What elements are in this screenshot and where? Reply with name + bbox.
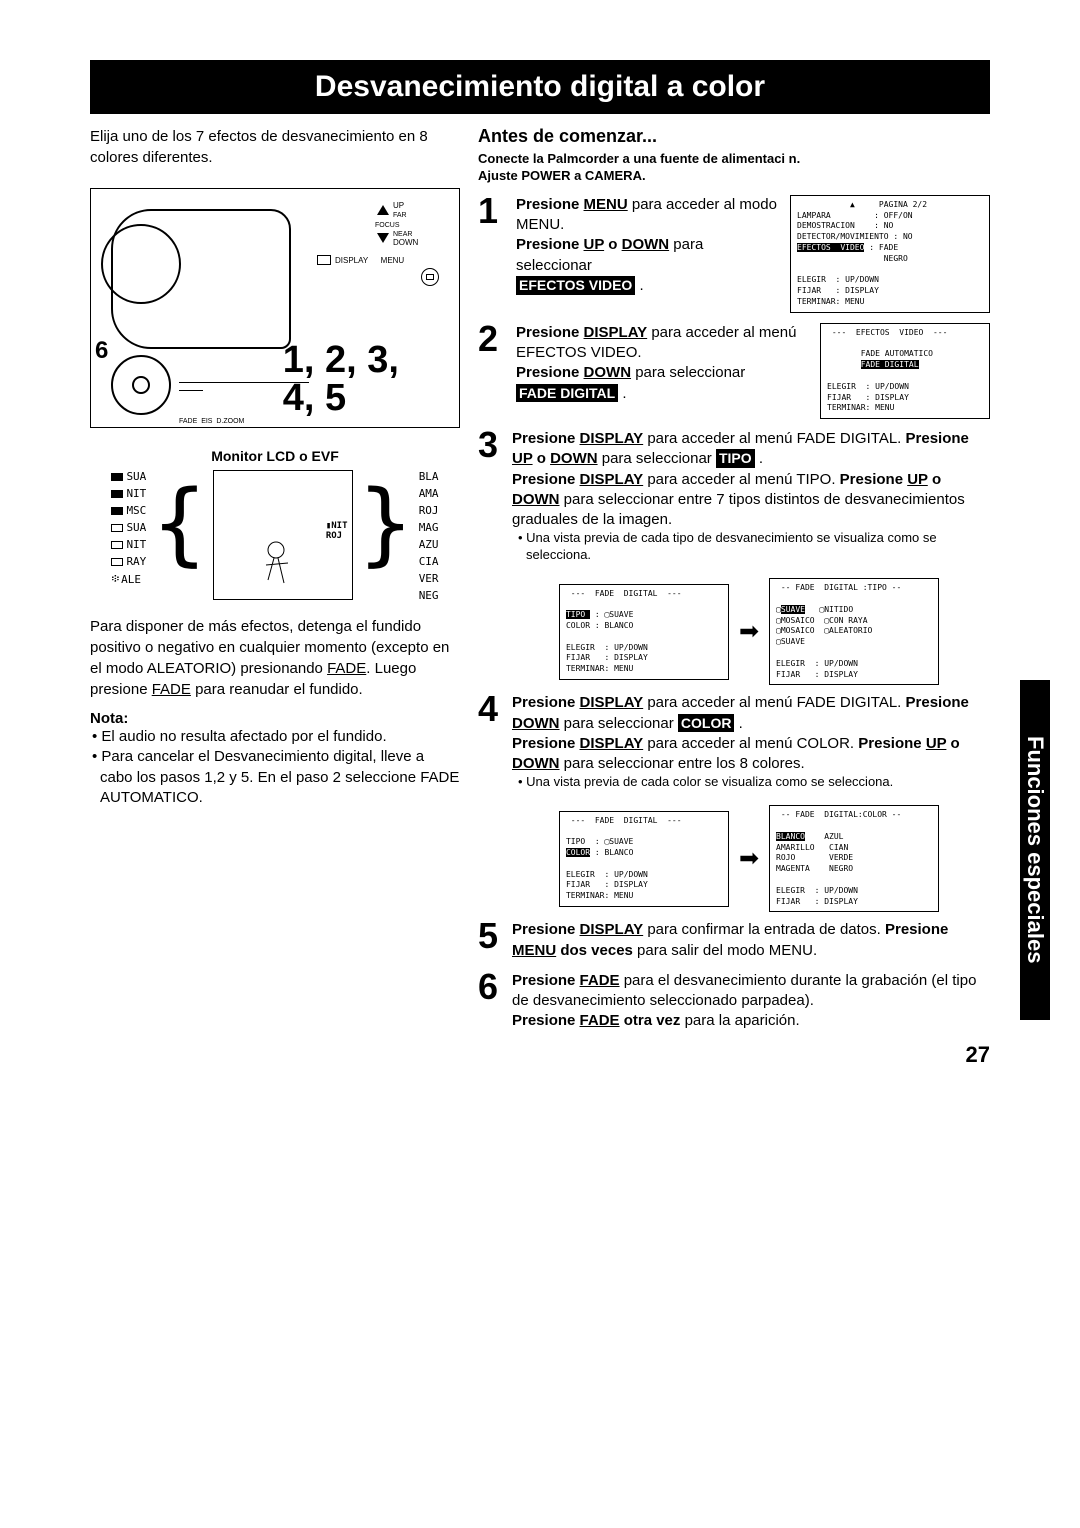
antes-line1: Conecte la Palmcorder a una fuente de al… (478, 151, 990, 168)
section-tab: Funciones especiales (1020, 680, 1050, 1020)
down-label: DOWN (393, 238, 418, 247)
step-3-body: Presione DISPLAY para acceder al menú FA… (512, 429, 990, 568)
lcd-diagram: SUA NIT MSC SUA NIT RAY ፨ALE { ▮NITROJ }… (90, 470, 460, 602)
step-6-pointer: 6 (95, 337, 108, 365)
step-1-num: 1 (478, 195, 504, 227)
step-3-num: 3 (478, 429, 504, 461)
step-6-body: Presione FADE para el desvanecimiento du… (512, 971, 990, 1032)
step-5-body: Presione DISPLAY para confirmar la entra… (512, 920, 990, 961)
monitor-label: Monitor LCD o EVF (90, 448, 460, 464)
step-4-body: Presione DISPLAY para acceder al menú FA… (512, 693, 990, 795)
up-label: UP (393, 201, 404, 210)
camera-diagram: UP FAR FOCUS NEARDOWN DISPLAY MENU 6 (90, 188, 460, 428)
fade-label: FADE (179, 418, 197, 425)
effects-para: Para disponer de más efectos, detenga el… (90, 616, 460, 700)
steps-line2: 4, 5 (283, 379, 399, 417)
osd-step4-pair: --- FADE DIGITAL --- TIPO : ▢SUAVE COLOR… (508, 805, 990, 912)
step-2-body: Presione DISPLAY para acceder al menú EF… (516, 323, 808, 404)
step-6-num: 6 (478, 971, 504, 1003)
step-1-body: Presione MENU para acceder al modo MENU.… (516, 195, 778, 296)
step-5-num: 5 (478, 920, 504, 952)
dzoom-label: D.ZOOM (216, 418, 244, 425)
menu-label: MENU (381, 256, 405, 265)
steps-line1: 1, 2, 3, (283, 341, 399, 379)
antes-head: Antes de comenzar... (478, 126, 990, 147)
step-4-num: 4 (478, 693, 504, 725)
osd-menu-1: ▲ PAGINA 2/2 LAMPARA : OFF/ON DEMOSTRACI… (790, 195, 990, 313)
far-label: FAR (393, 212, 407, 219)
display-label: DISPLAY (335, 256, 368, 265)
eis-label: EIS (201, 418, 212, 425)
antes-line2: Ajuste POWER a CAMERA. (478, 168, 990, 185)
osd-menu-2: --- EFECTOS VIDEO --- FADE AUTOMATICO FA… (820, 323, 990, 419)
intro-text: Elija uno de los 7 efectos de desvanecim… (90, 126, 460, 168)
page-number: 27 (478, 1042, 990, 1068)
nota-item-2: • Para cancelar el Desvanecimiento digit… (100, 747, 460, 808)
nota-item-1: • El audio no resulta afectado por el fu… (100, 727, 460, 747)
step-2-num: 2 (478, 323, 504, 355)
focus-label: FOCUS (375, 222, 447, 229)
near-label: NEAR (393, 231, 412, 238)
nota-head: Nota: (90, 710, 460, 727)
page-title: Desvanecimiento digital a color (90, 60, 990, 114)
osd-step3-pair: --- FADE DIGITAL --- TIPO : ▢SUAVE COLOR… (508, 578, 990, 685)
